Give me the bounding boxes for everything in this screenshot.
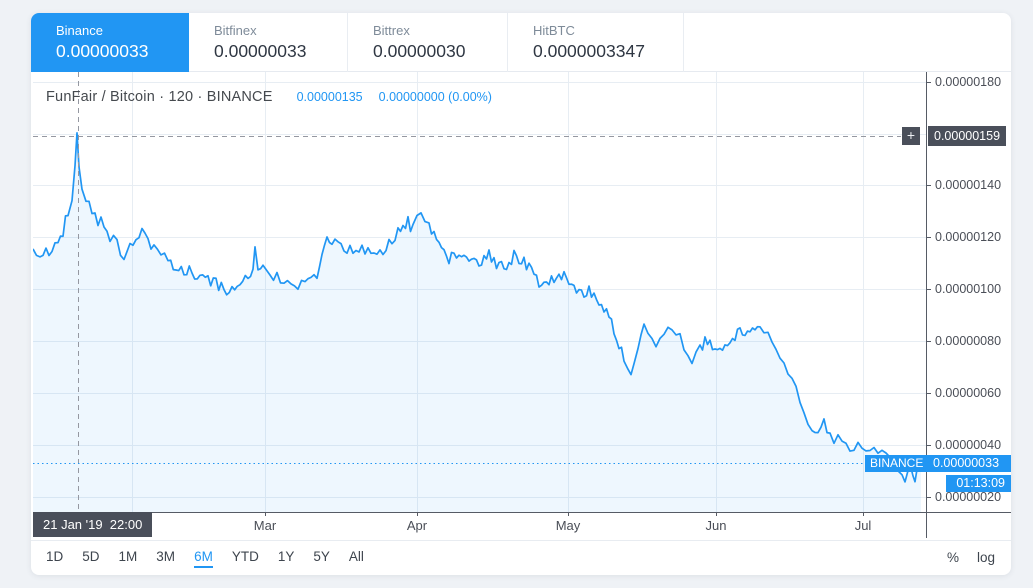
price-axis-tick [926,82,931,83]
time-axis-line[interactable] [33,512,1011,513]
tab-price-value: 0.00000033 [56,41,149,61]
range-buttons: 1D 5D 1M 3M 6M YTD 1Y 5Y All [46,547,364,568]
range-button-5y[interactable]: 5Y [313,549,330,564]
tab-exchange-name: Binance [56,23,103,38]
price-chart[interactable] [33,72,926,512]
add-alert-plus-icon[interactable]: + [902,127,920,145]
price-axis-line[interactable] [926,72,927,538]
time-axis-tick [417,512,418,516]
chart-header: FunFair / Bitcoin · 120 · BINANCE 0.0000… [46,89,492,105]
exchange-tabs: Binance 0.00000033 Bitfinex 0.00000033 Bittr… [31,13,1011,72]
time-axis-tick-label: Jun [705,518,727,533]
price-axis-tick [926,185,931,186]
percent-scale-button[interactable]: % [946,550,959,565]
time-axis-tick-label: Mar [253,518,277,533]
range-button-ytd[interactable]: YTD [231,549,259,564]
bar-countdown-badge: 01:13:09 [946,475,1011,492]
time-axis-tick-label: Apr [406,518,428,533]
price-axis-tick-label: 0.00000040 [935,438,1002,453]
price-axis-tick-label: 0.00000020 [935,490,1002,504]
price-axis-tick [926,497,931,498]
crosshair-price-badge: 0.00000159 [928,126,1007,146]
exchange-tab-bitfinex[interactable]: Bitfinex 0.00000033 [189,13,348,72]
tab-price-value: 0.0000003347 [533,41,645,61]
header-price: 0.00000135 [296,90,363,104]
exchange-tab-hitbtc[interactable]: HitBTC 0.0000003347 [508,13,684,72]
range-button-6m[interactable]: 6M [194,547,213,568]
price-axis-tick-label: 0.00000120 [935,230,1002,245]
tab-exchange-name: Bittrex [373,23,410,38]
price-axis-tick [926,341,931,342]
range-toolbar: 1D 5D 1M 3M 6M YTD 1Y 5Y All % log [31,541,1011,574]
last-price-badge: 0.00000033 [927,455,1011,472]
tab-exchange-name: HitBTC [533,23,575,38]
range-button-1y[interactable]: 1Y [277,549,295,564]
tab-price-value: 0.00000033 [214,41,307,61]
price-axis-tick [926,289,931,290]
header-change: 0.00000000 (0.00%) [378,90,492,104]
time-axis-tick-label: Jul [854,518,872,533]
chart-widget-card: Binance 0.00000033 Bitfinex 0.00000033 Bittr… [31,13,1011,575]
time-axis-tick [568,512,569,516]
range-button-1m[interactable]: 1M [118,549,138,564]
series-name-badge: BINANCE [865,455,929,472]
price-axis-tick [926,237,931,238]
tab-exchange-name: Bitfinex [214,23,257,38]
price-axis-tick [926,393,931,394]
time-axis-tick [863,512,864,516]
price-axis-tick-label: 0.00000060 [935,386,1002,401]
price-axis-tick [926,445,931,446]
price-axis-tick-label: 0.00000100 [935,282,1002,297]
time-axis-tick-label: May [555,518,581,533]
tabs-filler [684,13,1011,72]
range-button-all[interactable]: All [348,549,364,564]
symbol-title: FunFair / Bitcoin · 120 · BINANCE [46,89,273,105]
range-button-3m[interactable]: 3M [156,549,176,564]
time-axis-tick [265,512,266,516]
exchange-tab-binance[interactable]: Binance 0.00000033 [31,13,189,72]
price-axis-tick-label: 0.00000080 [935,334,1002,349]
range-button-1d[interactable]: 1D [46,549,64,564]
exchange-tab-bittrex[interactable]: Bittrex 0.00000030 [348,13,508,72]
price-axis-tick-label: 0.00000140 [935,178,1002,193]
price-axis-tick-label: 0.00000180 [935,74,1002,89]
scale-controls: % log [947,550,1003,565]
crosshair-date-badge: 21 Jan '19 22:00 [33,512,153,537]
time-axis-tick [716,512,717,516]
tab-price-value: 0.00000030 [373,41,466,61]
log-scale-button[interactable]: log [976,550,995,565]
toolbar-divider [31,540,1011,541]
range-button-5d[interactable]: 5D [82,549,100,564]
